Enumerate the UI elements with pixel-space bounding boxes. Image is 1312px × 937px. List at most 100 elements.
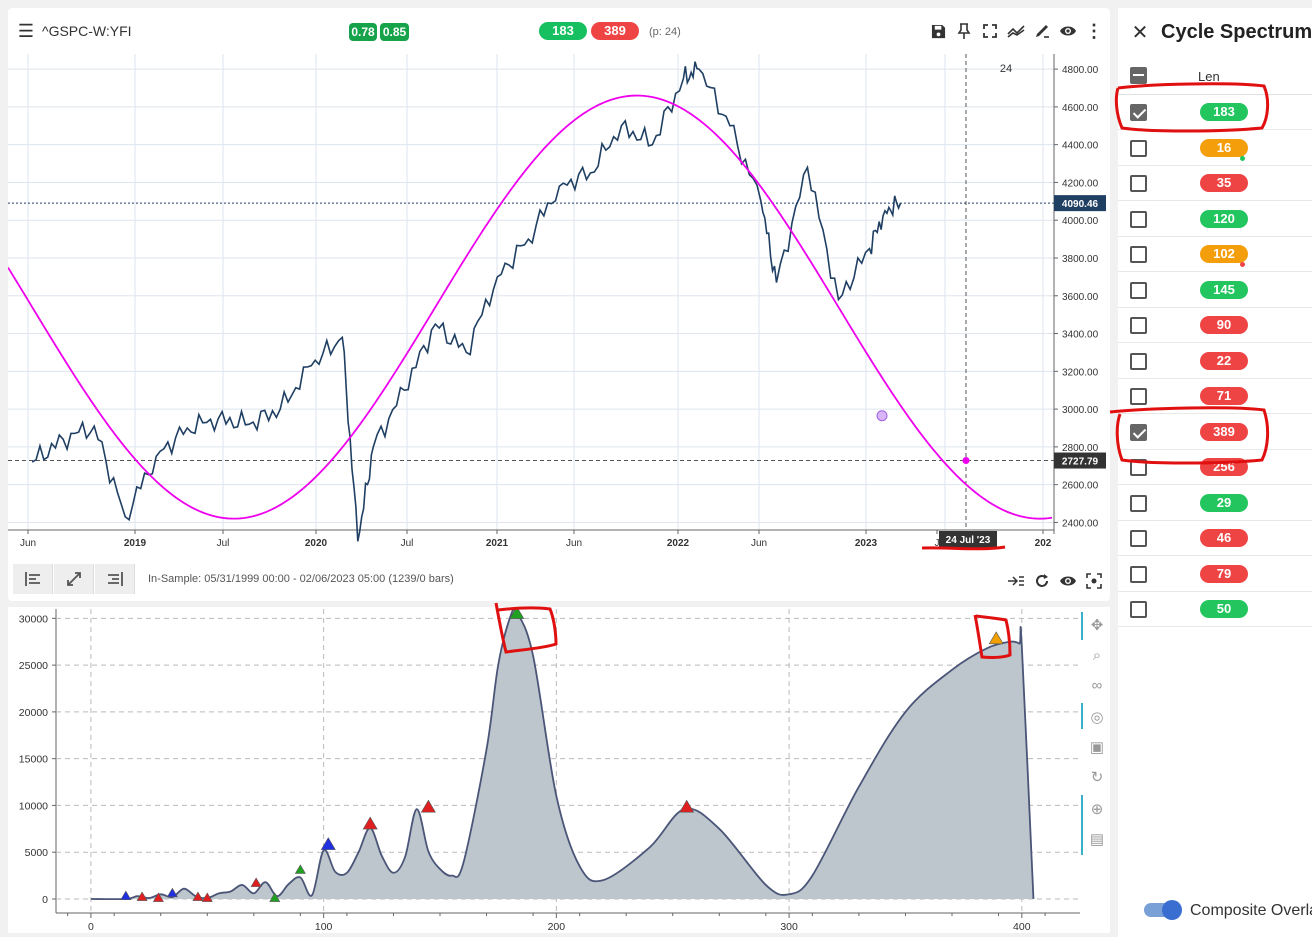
save-plot-icon[interactable]: ▣ <box>1089 739 1105 756</box>
y-tick-label: 4800.00 <box>1062 65 1099 76</box>
x-tick-label: 400 <box>1013 921 1031 933</box>
reset-icon[interactable]: ↻ <box>1090 769 1104 786</box>
cycle-checkbox[interactable] <box>1130 317 1147 334</box>
x-tick-label: 200 <box>548 921 566 933</box>
close-icon[interactable]: ✕ <box>1131 21 1149 44</box>
y-tick-label: 15000 <box>19 754 48 766</box>
menu-icon[interactable]: ☰ <box>17 20 35 41</box>
spectrum-chart-svg[interactable]: 0 5000 10000 15000 20000 25000 30000 0 100 200 300… <box>8 606 1110 933</box>
more-vert-icon[interactable]: ⋮ <box>1085 20 1103 41</box>
x-tick-label: 100 <box>315 921 333 933</box>
x-tick-label: 2019 <box>124 538 147 549</box>
pan-icon[interactable]: ✥ <box>1090 617 1104 634</box>
cycle-row[interactable]: 145 <box>1118 273 1312 308</box>
x-tick-label: 202 <box>1035 538 1052 549</box>
crosshair-price-text: 2727.79 <box>1062 457 1099 468</box>
jump-end-icon[interactable] <box>1006 571 1026 591</box>
chart-toolbar: ☰ ^GSPC-W:YFI 0.78 0.85 183 389 (p: 24) <box>8 8 1110 54</box>
eye-icon[interactable] <box>1058 571 1078 591</box>
status-dot <box>1240 155 1245 161</box>
draw-tool-icon[interactable] <box>1032 21 1052 41</box>
peak-marker <box>166 887 178 898</box>
x-tick-label: Jul <box>401 538 414 549</box>
cycle-checkbox[interactable] <box>1130 388 1147 405</box>
peak-marker <box>679 799 695 813</box>
spectrum-line <box>90 608 1035 901</box>
annotation-circle-183 <box>1114 82 1270 133</box>
cycle-row[interactable]: 50 <box>1118 592 1312 627</box>
align-right-button[interactable] <box>95 564 135 594</box>
align-left-button[interactable] <box>13 564 53 594</box>
y-tick-label: 25000 <box>19 660 48 672</box>
cycle-row[interactable]: 79 <box>1118 557 1312 592</box>
cycle-length-pill: 183 <box>1200 103 1248 121</box>
cycle-pill-389: 389 <box>591 22 639 40</box>
cycle-checkbox[interactable] <box>1130 139 1147 157</box>
x-tick-label: 2020 <box>305 538 328 549</box>
spectrum-area <box>90 609 1034 900</box>
zoom-icon[interactable]: ⌕ <box>1092 647 1102 664</box>
expand-button[interactable] <box>54 564 94 594</box>
cycle-length-pill: 50 <box>1200 600 1248 618</box>
cycle-checkbox[interactable] <box>1130 246 1147 263</box>
cycle-row[interactable]: 102 <box>1118 237 1312 272</box>
cycle-row[interactable]: 16 <box>1118 131 1312 166</box>
cycle-checkbox[interactable] <box>1130 175 1147 192</box>
cycle-row[interactable]: 35 <box>1118 166 1312 201</box>
cycle-checkbox[interactable] <box>1130 352 1147 370</box>
cycle-row[interactable]: 29 <box>1118 486 1312 521</box>
pin-icon[interactable] <box>954 21 974 41</box>
fullscreen-icon[interactable] <box>980 21 1000 41</box>
annotation-circle-peak-183 <box>494 602 558 654</box>
cycle-checkbox[interactable] <box>1130 210 1147 228</box>
wheel-zoom-icon[interactable]: ◎ <box>1090 709 1104 726</box>
price-chart-panel: ☰ ^GSPC-W:YFI 0.78 0.85 183 389 (p: 24) <box>8 8 1110 601</box>
cycle-length-pill: 79 <box>1200 564 1248 583</box>
y-tick-label: 10000 <box>19 800 48 812</box>
cycle-checkbox[interactable] <box>1130 494 1147 512</box>
save-icon[interactable] <box>928 21 948 41</box>
cycle-checkbox[interactable] <box>1130 423 1147 441</box>
cycle-checkbox[interactable] <box>1130 565 1147 583</box>
trend-icon[interactable] <box>1006 21 1026 41</box>
composite-toggle-knob[interactable] <box>1162 900 1182 920</box>
cycle-length-pill: 22 <box>1200 351 1248 370</box>
cycle-length-pill: 71 <box>1200 387 1248 405</box>
hover-icon[interactable]: ▤ <box>1089 831 1105 848</box>
cycle-checkbox[interactable] <box>1130 601 1147 618</box>
peak-marker <box>320 837 336 850</box>
cycle-row[interactable]: 71 <box>1118 379 1312 414</box>
crosshair-icon[interactable]: ⊕ <box>1090 801 1104 818</box>
peak-marker <box>192 891 204 901</box>
cycle-length-pill: 16 <box>1200 138 1248 157</box>
score-badge-2: 0.85 <box>380 23 409 41</box>
cycle-checkbox[interactable] <box>1130 281 1147 299</box>
cycle-checkbox[interactable] <box>1130 104 1147 121</box>
y-tick-label: 4000.00 <box>1062 216 1099 227</box>
cycle-row[interactable]: 22 <box>1118 344 1312 379</box>
status-dot <box>1240 262 1245 267</box>
x-tick-label: Jun <box>566 538 582 549</box>
cycle-row[interactable]: 120 <box>1118 202 1312 237</box>
cycle-row[interactable]: 389 <box>1118 415 1312 450</box>
cycle-row[interactable]: 90 <box>1118 308 1312 343</box>
y-tick-label: 30000 <box>19 613 48 625</box>
y-tick-label: 2600.00 <box>1062 481 1099 492</box>
visibility-icon[interactable] <box>1058 21 1078 41</box>
select-all-checkbox[interactable] <box>1130 67 1147 84</box>
cycle-row[interactable]: 46 <box>1118 521 1312 556</box>
crosshair-date-text: 24 Jul '23 <box>946 535 991 546</box>
cycle-checkbox[interactable] <box>1130 530 1147 547</box>
price-chart-svg[interactable]: 4800.00 4600.00 4400.00 4200.00 4000.00 3800.… <box>8 54 1110 561</box>
peak-marker <box>250 877 262 887</box>
link-icon[interactable]: ∞ <box>1091 677 1103 694</box>
refresh-icon[interactable] <box>1032 571 1052 591</box>
y-tick-label: 3000.00 <box>1062 405 1099 416</box>
y-tick-label: 0 <box>42 894 48 906</box>
y-tick-label: 20000 <box>19 707 48 719</box>
peak-marker <box>509 606 525 619</box>
x-tick-label: 0 <box>88 921 94 933</box>
cycle-length-pill: 46 <box>1200 529 1248 547</box>
y-tick-label: 2400.00 <box>1062 518 1099 529</box>
focus-icon[interactable] <box>1084 571 1104 591</box>
